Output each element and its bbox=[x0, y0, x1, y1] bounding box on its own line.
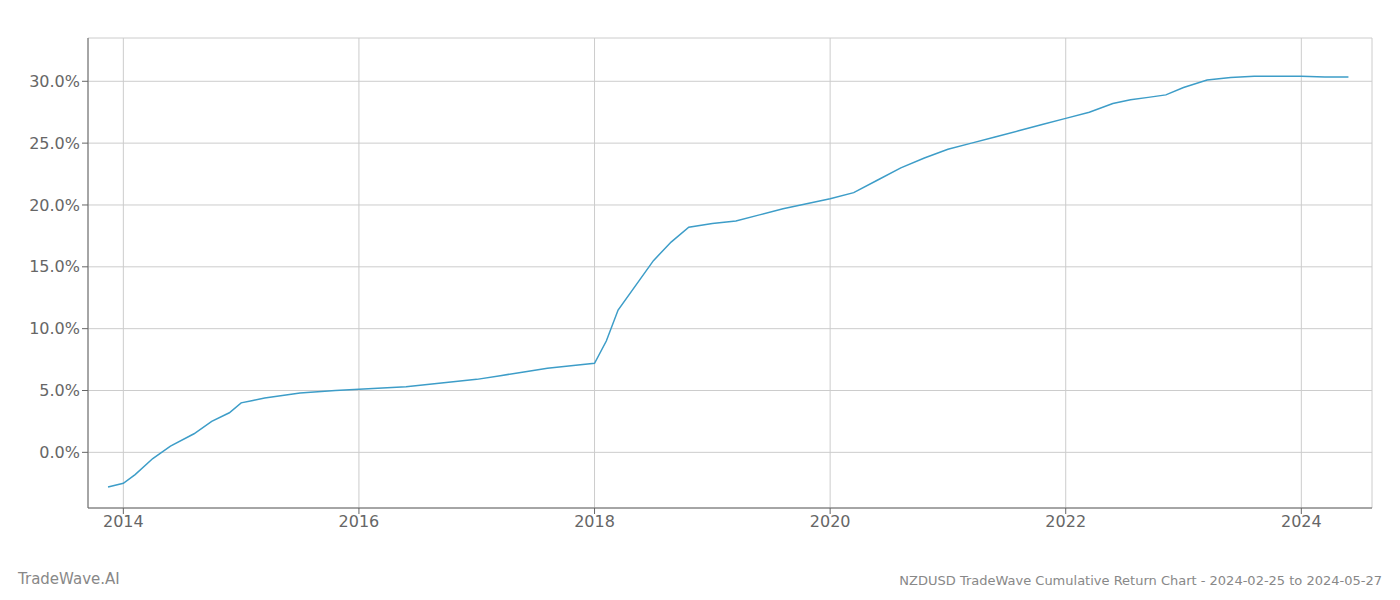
svg-text:2018: 2018 bbox=[574, 512, 615, 531]
svg-text:5.0%: 5.0% bbox=[39, 381, 80, 400]
svg-text:2020: 2020 bbox=[810, 512, 851, 531]
svg-text:15.0%: 15.0% bbox=[29, 257, 80, 276]
svg-text:2014: 2014 bbox=[103, 512, 144, 531]
svg-text:20.0%: 20.0% bbox=[29, 196, 80, 215]
svg-text:10.0%: 10.0% bbox=[29, 319, 80, 338]
html-text:NZDUSD TradeWave Cumulative Re: NZDUSD TradeWave Cumulative Return Chart… bbox=[899, 573, 1382, 588]
svg-text:25.0%: 25.0% bbox=[29, 134, 80, 153]
svg-text:2024: 2024 bbox=[1281, 512, 1322, 531]
html-text:TradeWave.AI: TradeWave.AI bbox=[18, 570, 120, 588]
svg-text:2022: 2022 bbox=[1045, 512, 1086, 531]
svg-text:2016: 2016 bbox=[339, 512, 380, 531]
svg-text:0.0%: 0.0% bbox=[39, 443, 80, 462]
svg-text:30.0%: 30.0% bbox=[29, 72, 80, 91]
